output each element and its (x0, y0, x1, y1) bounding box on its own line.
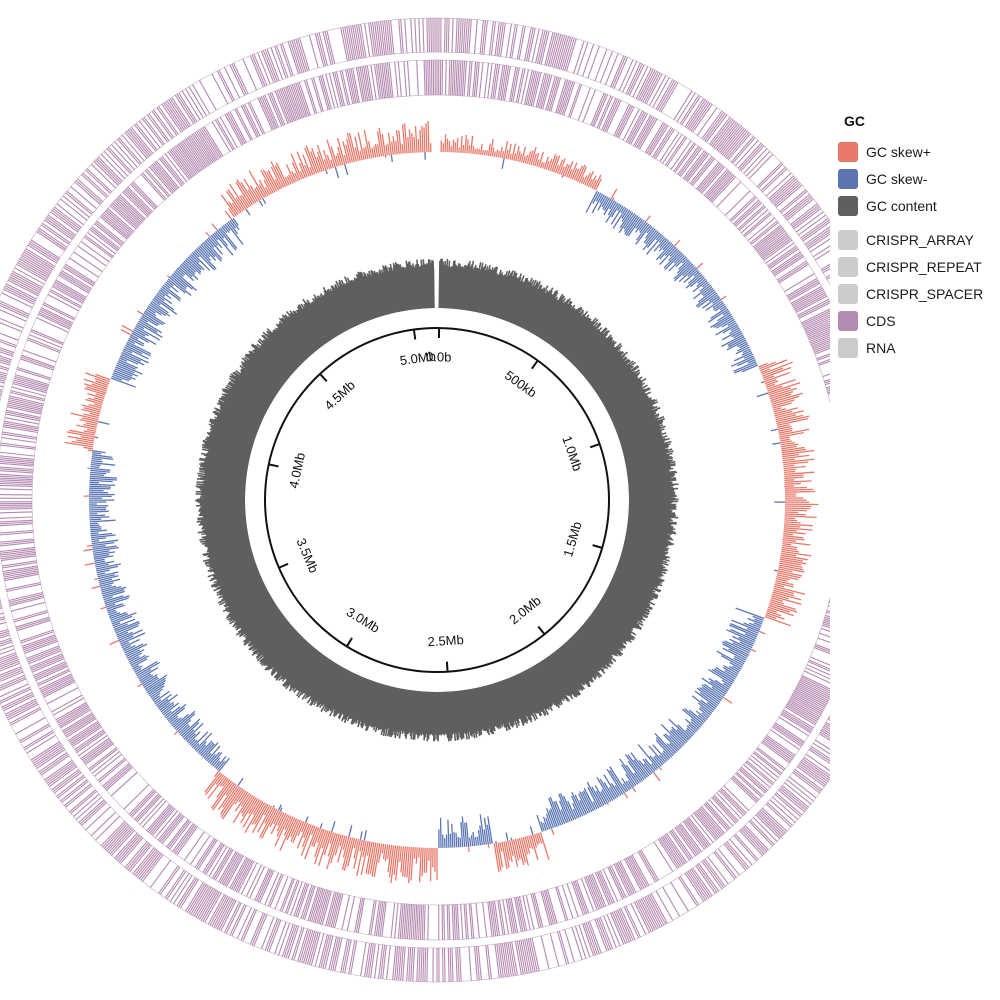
axis-tick-label: 2.5Mb (427, 632, 464, 649)
gc-skew-plus-swatch (838, 142, 858, 162)
axis-tick (531, 359, 539, 370)
legend-label: GC content (866, 198, 937, 214)
legend-item-rna: RNA (838, 338, 896, 358)
cds-reverse-strand (0, 59, 830, 941)
legend: GC GC skew+ GC skew- GC content CRISPR_ARRA… (838, 112, 998, 358)
crispr-repeat-swatch (838, 257, 858, 277)
legend-label: CDS (866, 313, 896, 329)
gc-skew-minus-swatch (838, 169, 858, 189)
rna-swatch (838, 338, 858, 358)
axis-tick-label: 4.5Mb (321, 377, 358, 413)
legend-item-gc-skew-minus: GC skew- (838, 169, 927, 189)
gc-content-track (195, 258, 679, 742)
axis-circle (264, 327, 610, 673)
genome-axis: 0.0b 500kb 1.0Mb 1.5Mb 2.0Mb 2.5Mb 3.0Mb 3.5Mb 4… (264, 327, 610, 673)
legend-title: GC (844, 113, 865, 129)
legend-label: GC skew+ (866, 144, 931, 160)
axis-tick-label: 1.0Mb (559, 434, 585, 473)
axis-tick-label: 2.0Mb (506, 593, 544, 627)
axis-tick-label: 5.0Mb (399, 348, 437, 368)
axis-tick-label: 1.5Mb (560, 520, 584, 559)
legend-item-gc-content: GC content (838, 196, 937, 216)
legend-item-crispr-array: CRISPR_ARRAY (838, 230, 974, 250)
axis-tick (592, 544, 603, 549)
axis-tick-label: 3.5Mb (293, 536, 321, 575)
cds-ring-outer-edge (0, 17, 830, 983)
cds-forward-strand (0, 17, 830, 983)
legend-label: GC skew- (866, 171, 928, 187)
axis-tick (278, 562, 289, 569)
crispr-array-swatch (838, 230, 858, 250)
cds-ring-inner-edge (31, 94, 830, 906)
legend-item-crispr-spacer: CRISPR_SPACER (838, 284, 983, 304)
legend-label: CRISPR_SPACER (866, 286, 984, 302)
legend-item-crispr-repeat: CRISPR_REPEAT (838, 257, 982, 277)
legend-item-gc-skew-plus: GC skew+ (838, 142, 931, 162)
gc-content-swatch (838, 196, 858, 216)
axis-tick-label: 500kb (502, 368, 539, 401)
gc-content-bars (195, 258, 679, 742)
legend-item-cds: CDS (838, 311, 896, 331)
axis-tick (268, 463, 279, 468)
axis-tick-label: 0.0b (426, 349, 451, 364)
legend-label: CRISPR_ARRAY (866, 232, 974, 248)
crispr-spacer-swatch (838, 284, 858, 304)
axis-tick (445, 661, 449, 672)
gc-skew-minus-bars (88, 152, 786, 849)
axis-tick (589, 443, 600, 449)
axis-tick (412, 329, 417, 340)
legend-label: CRISPR_REPEAT (866, 259, 982, 275)
cds-feature-ring (0, 17, 830, 983)
cds-swatch (838, 311, 858, 331)
gc-skew-track (64, 121, 819, 884)
legend-label: RNA (866, 340, 896, 356)
gc-skew-plus-bars (64, 121, 819, 884)
axis-tick-label: 3.0Mb (344, 604, 383, 636)
axis-tick (319, 373, 328, 382)
circular-genome-map: 0.0b 500kb 1.0Mb 1.5Mb 2.0Mb 2.5Mb 3.0Mb 3.5Mb 4… (0, 17, 830, 983)
axis-tick (537, 625, 546, 635)
axis-tick (345, 637, 353, 647)
cds-feature-marks (0, 59, 830, 941)
cds-feature-marks (0, 17, 830, 983)
axis-tick-label: 4.0Mb (286, 451, 308, 489)
